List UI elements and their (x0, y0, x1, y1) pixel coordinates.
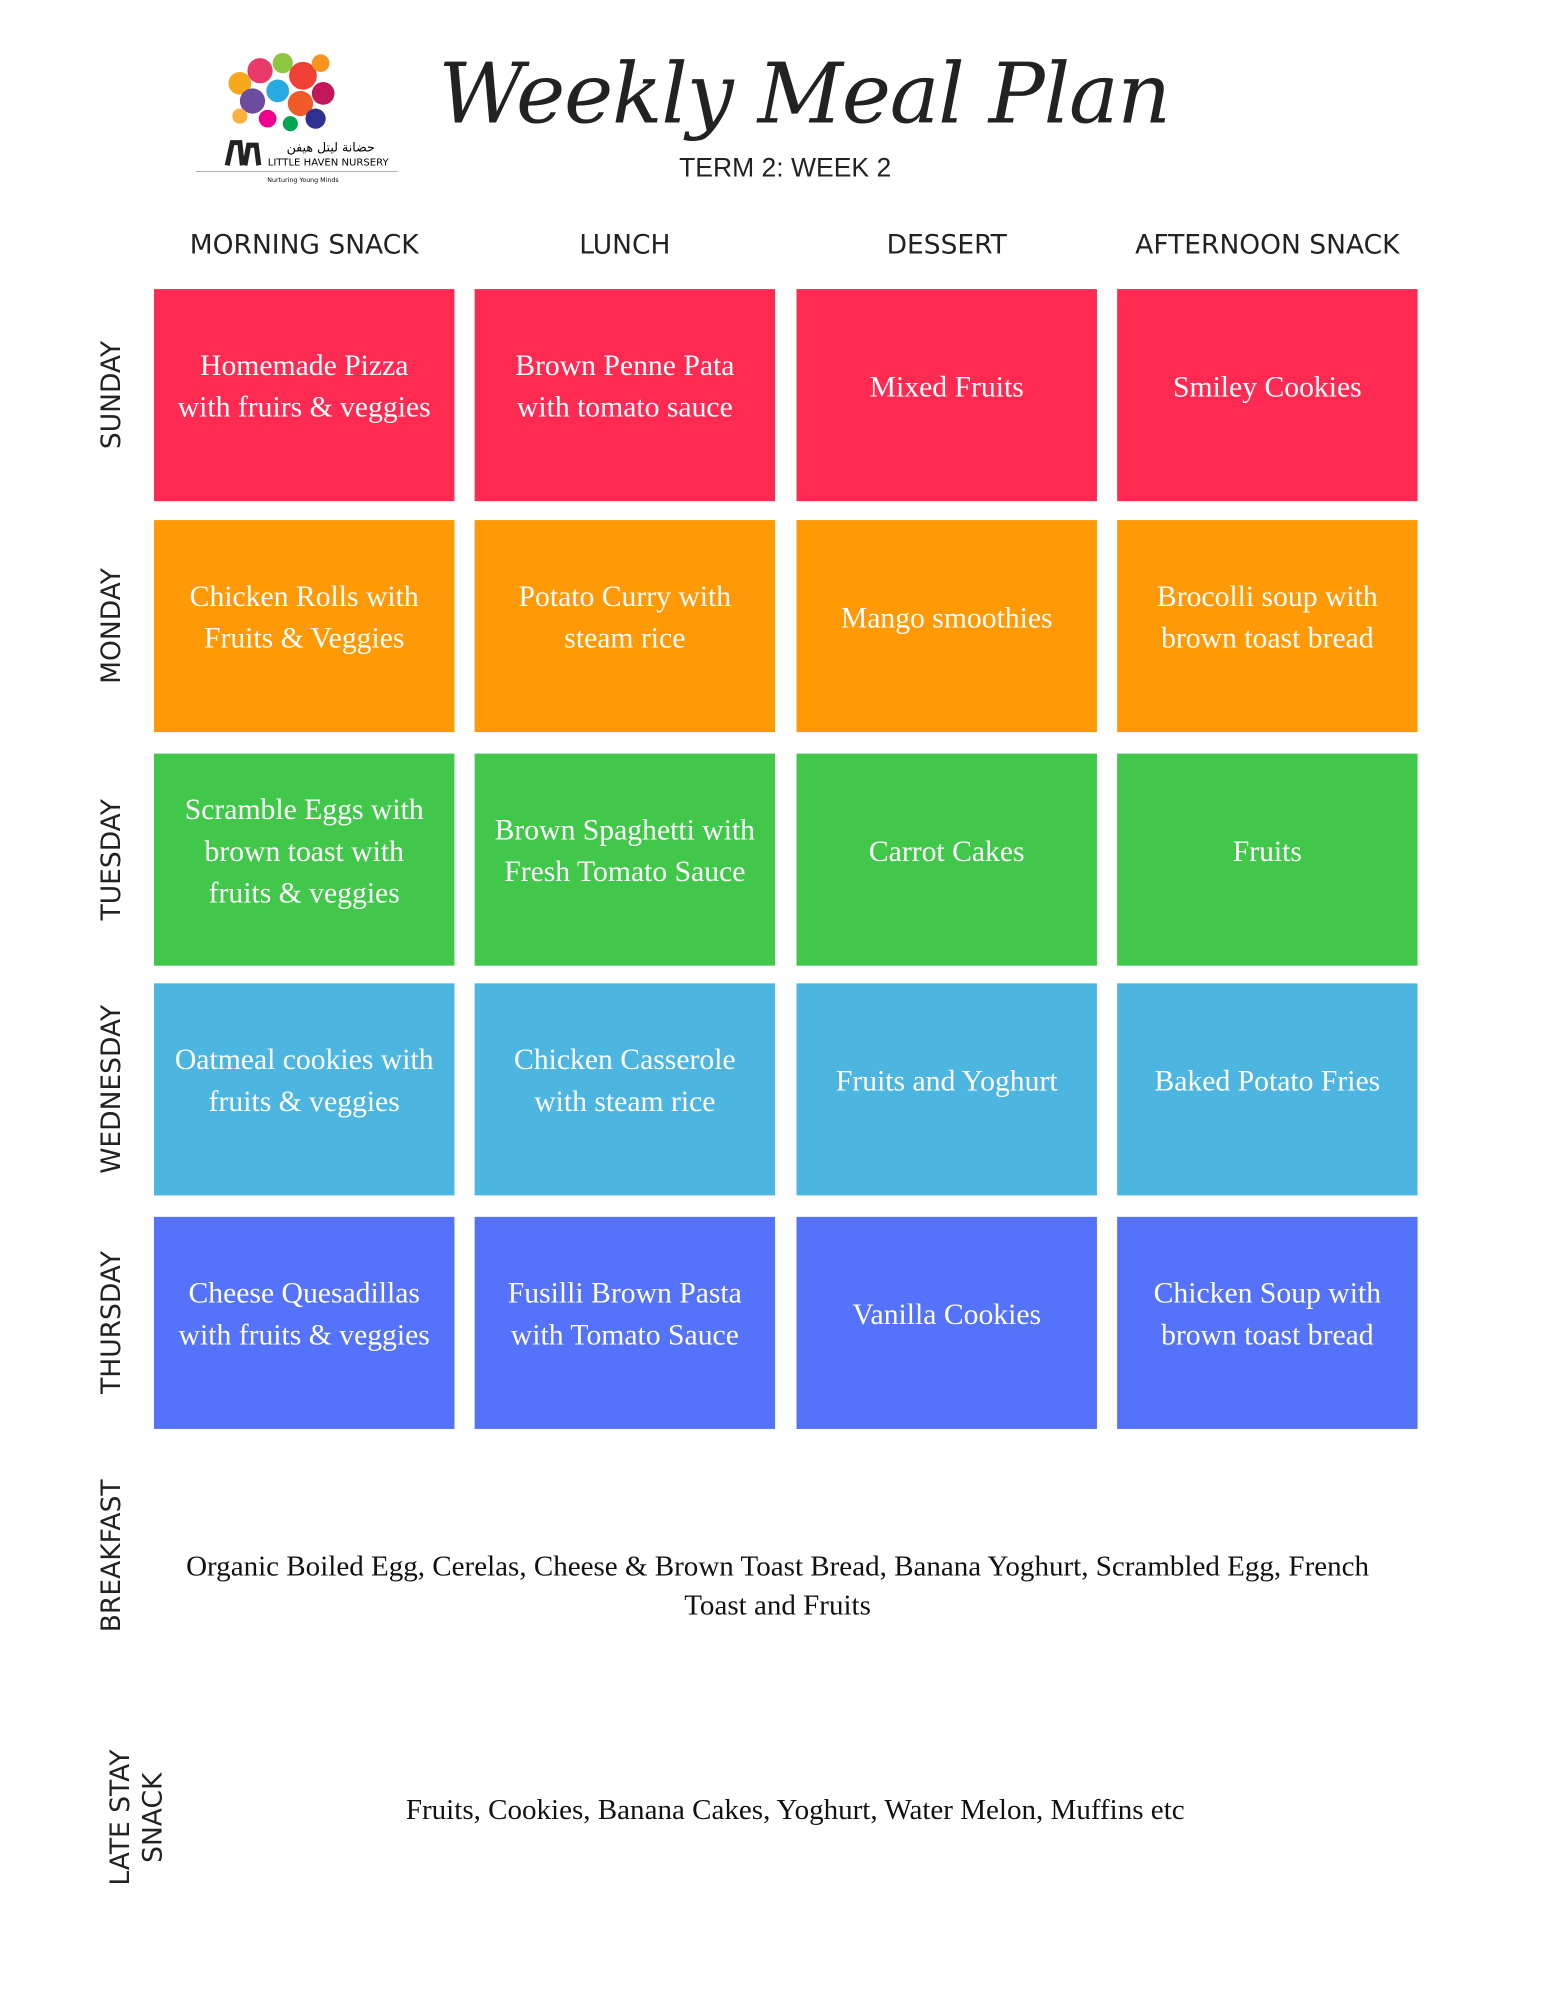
day-label: TUESDAY (86, 754, 136, 966)
meal-cell: Homemade Pizza with fruirs & veggies (154, 289, 455, 502)
meal-cell: Vanilla Cookies (796, 1216, 1097, 1429)
section-label: BREAKFAST (86, 1452, 136, 1660)
day-label: THURSDAY (86, 1217, 136, 1429)
meal-cell: Brown Spaghetti with Fresh Tomato Sauce (474, 753, 776, 966)
day-label: WEDNESDAY (86, 983, 136, 1195)
meal-cell: Brocolli soup with brown toast bread (1117, 520, 1418, 733)
meal-cell: Chicken Rolls with Fruits & Veggies (154, 520, 455, 733)
label-line: LATE STAY (104, 1749, 136, 1886)
column-header: LUNCH (579, 229, 671, 261)
title: Weekly Meal Plan (438, 45, 1171, 143)
logo-name: LITTLE HAVEN NURSERY (268, 157, 390, 168)
day-text: TUESDAY (95, 798, 127, 921)
section-text: LATE STAY SNACK (104, 1750, 170, 1886)
meal-cell: Chicken Casserole with steam rice (474, 983, 776, 1196)
logo: حضانة ليتل هيفن LITTLE HAVEN NURSERY Nur… (195, 53, 398, 184)
day-text: MONDAY (95, 568, 127, 684)
section-text: BREAKFAST (95, 1479, 128, 1632)
day-label: MONDAY (86, 520, 136, 732)
column-header: MORNING SNACK (189, 229, 419, 261)
subtitle: TERM 2: WEEK 2 (679, 154, 892, 184)
meal-cell: Chicken Soup with brown toast bread (1117, 1216, 1418, 1429)
section-text: Organic Boiled Egg, Cerelas, Cheese & Br… (186, 1550, 1370, 1621)
column-header: AFTERNOON SNACK (1135, 229, 1400, 261)
logo-tagline: Nurturing Young Minds (267, 177, 338, 184)
section-label: LATE STAY SNACK (101, 1729, 172, 1906)
label-line: SNACK (137, 1772, 168, 1863)
section-text: Fruits, Cookies, Banana Cakes, Yoghurt, … (405, 1793, 1185, 1826)
meal-cell: Carrot Cakes (796, 753, 1097, 966)
day-label: SUNDAY (86, 289, 136, 501)
logo-arabic: حضانة ليتل هيفن (287, 139, 375, 155)
column-header: DESSERT (886, 229, 1007, 261)
meal-cell: Fusilli Brown Pasta with Tomato Sauce (474, 1216, 776, 1429)
meal-cell: Fruits (1117, 753, 1418, 966)
meal-cell: Mango smoothies (796, 520, 1097, 733)
meal-cell: Smiley Cookies (1117, 289, 1418, 502)
meal-cell: Mixed Fruits (796, 289, 1097, 502)
meal-cell: Fruits and Yoghurt (796, 983, 1097, 1196)
logo-balloons (224, 53, 335, 166)
meal-cell: Potato Curry with steam rice (474, 520, 776, 733)
day-text: THURSDAY (95, 1251, 127, 1395)
label-line: BREAKFAST (95, 1479, 127, 1633)
meal-cell: Baked Potato Fries (1117, 983, 1418, 1196)
meal-cell: Scramble Eggs with brown toast with frui… (154, 753, 455, 966)
meal-cell: Cheese Quesadillas with fruits & veggies (154, 1216, 455, 1429)
day-text: SUNDAY (95, 340, 127, 450)
meal-cell: Brown Penne Pata with tomato sauce (474, 289, 776, 502)
day-text: WEDNESDAY (95, 1004, 127, 1174)
meal-cell: Oatmeal cookies with fruits & veggies (154, 983, 455, 1196)
